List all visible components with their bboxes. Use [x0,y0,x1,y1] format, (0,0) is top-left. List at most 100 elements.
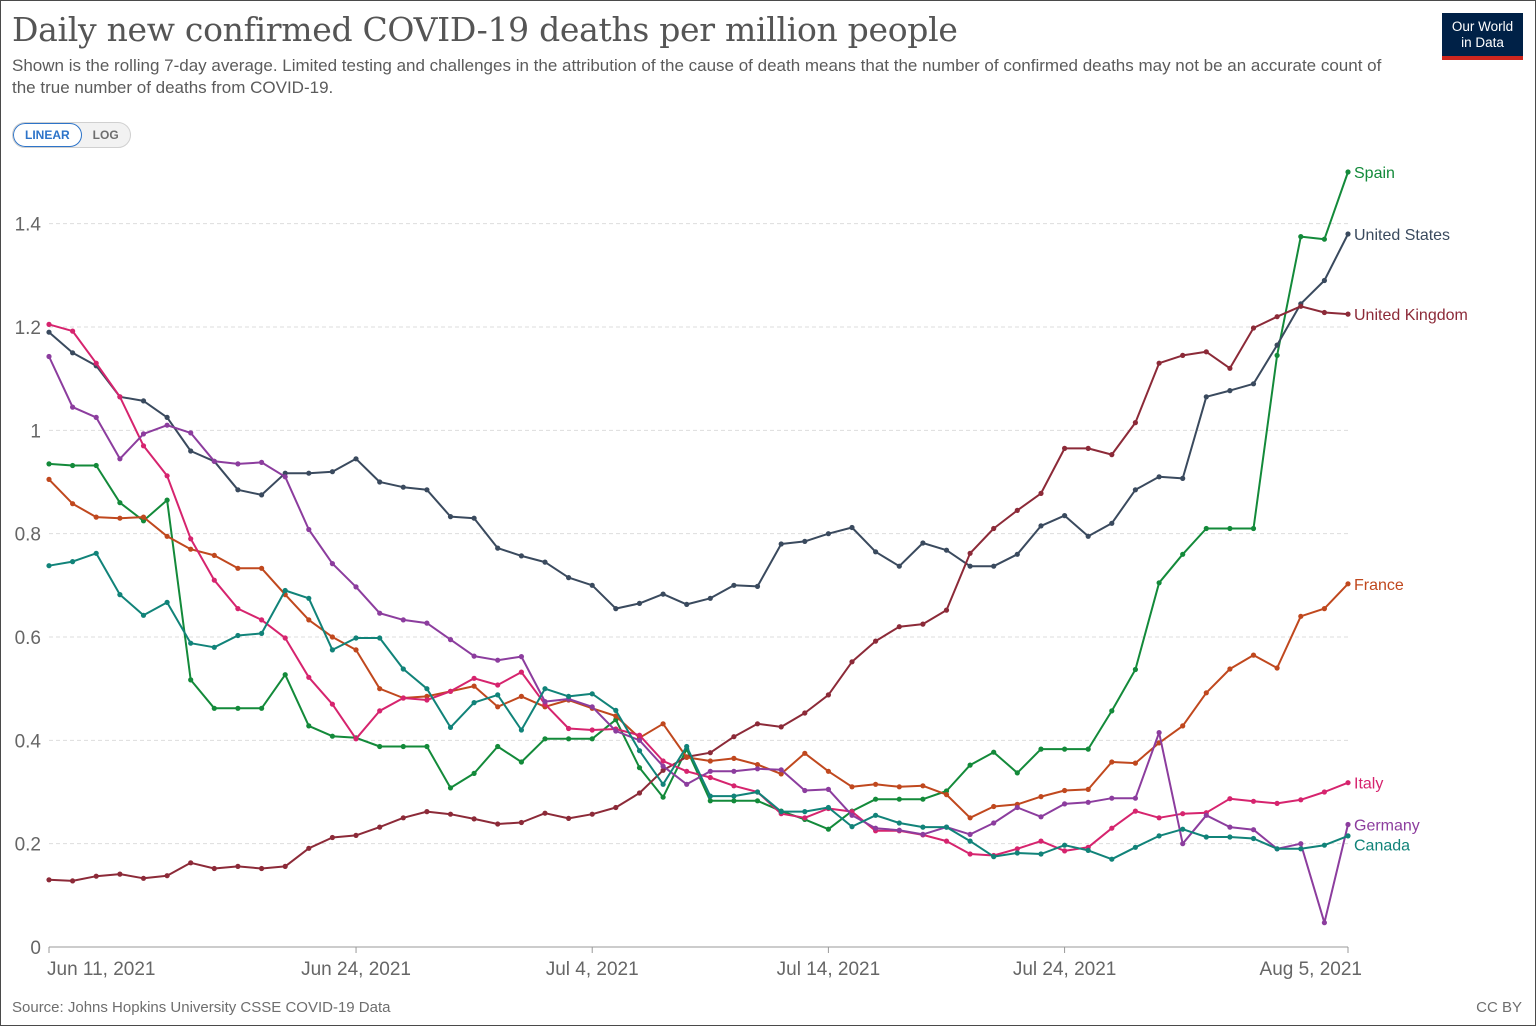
data-point-canada [849,824,855,830]
data-point-italy [802,815,808,821]
x-tick-label: Jul 4, 2021 [546,959,639,980]
data-point-united-states [424,487,430,493]
data-point-canada [825,804,832,811]
data-point-canada [400,666,406,672]
data-point-spain [140,518,147,524]
data-point-france [778,771,784,777]
y-tick-label: 0.6 [15,628,41,649]
data-point-united-states [802,538,808,544]
data-point-france [1109,759,1115,765]
data-point-united-kingdom [1109,452,1115,458]
data-point-italy [731,783,737,789]
data-point-united-kingdom [967,550,973,556]
data-point-canada [495,692,501,698]
data-point-spain [1038,746,1044,752]
data-point-united-kingdom [1038,490,1044,496]
data-point-united-states [873,549,879,555]
data-point-spain [660,794,666,800]
data-point-united-kingdom [802,710,808,716]
data-point-germany [660,763,666,769]
data-point-canada [873,812,879,818]
data-point-canada [589,691,595,697]
data-point-united-kingdom [306,845,312,851]
data-point-united-kingdom [636,790,643,796]
data-point-italy [967,851,973,857]
data-point-canada [1132,844,1138,850]
data-point-united-states [471,515,477,521]
data-point-italy [589,727,595,733]
chart-subtitle: Shown is the rolling 7-day average. Limi… [12,56,1382,97]
data-point-united-kingdom [1062,445,1068,451]
data-point-canada [1298,846,1304,852]
data-point-germany [306,526,312,533]
data-point-canada [1180,826,1186,832]
data-point-france [306,617,312,623]
y-tick-label: 0.8 [15,525,41,546]
data-point-france [46,476,52,482]
data-point-united-kingdom [70,878,76,884]
data-point-germany [1062,801,1068,807]
data-point-germany [353,584,359,590]
data-point-canada [164,599,170,605]
series-spain [46,169,1351,832]
data-point-united-kingdom [1345,311,1351,317]
data-point-united-states [188,448,194,454]
data-point-united-kingdom [140,875,147,881]
data-point-canada [93,550,99,556]
data-point-germany [542,699,548,705]
y-tick-label: 0.2 [15,835,41,856]
data-point-germany [46,353,52,360]
data-point-germany [1227,824,1233,830]
data-point-spain [707,798,713,804]
data-point-united-states [896,563,902,569]
data-point-spain [1250,525,1257,532]
data-point-germany [471,653,477,659]
data-point-canada [377,635,383,641]
data-point-spain [1345,169,1351,175]
data-point-spain [70,462,76,469]
data-point-italy [1132,808,1138,814]
data-point-france [1132,760,1138,766]
data-point-germany [377,610,383,616]
linear-scale-button[interactable]: LINEAR [13,123,82,147]
data-point-united-kingdom [495,821,501,827]
series-line-italy [48,323,1349,857]
data-point-italy [188,536,194,542]
data-point-france [873,781,879,787]
data-point-united-states [1014,551,1020,557]
data-point-canada [943,824,950,830]
data-point-spain [825,826,832,832]
data-point-spain [991,749,997,755]
data-point-spain [93,462,99,469]
data-point-spain [943,788,950,794]
data-point-canada [1345,833,1351,839]
series-line-united-kingdom [48,305,1349,882]
data-point-united-states [920,540,926,546]
data-point-spain [920,796,926,802]
data-point-italy [1156,815,1162,821]
data-point-united-kingdom [46,877,52,883]
data-point-italy [1014,846,1020,852]
data-point-germany [164,422,170,428]
data-point-france [613,713,619,719]
data-point-united-kingdom [188,860,194,866]
data-point-france [707,758,713,764]
data-point-united-kingdom [991,525,997,532]
scale-toggle: LINEAR LOG [12,122,131,148]
data-point-canada [329,647,335,653]
log-scale-button[interactable]: LOG [92,128,119,142]
series-line-germany [48,356,1349,924]
owid-logo[interactable]: Our World in Data [1442,13,1523,60]
series-line-france [48,478,1349,819]
data-point-germany [731,768,737,774]
license-link[interactable]: CC BY [1476,999,1522,1016]
data-point-united-kingdom [235,863,241,870]
data-point-germany [495,657,501,663]
data-point-germany [920,831,926,838]
x-tick-label: Jul 24, 2021 [1013,959,1117,980]
data-point-spain [1321,236,1327,242]
data-point-united-states [1109,520,1115,526]
data-point-spain [1298,234,1304,240]
data-point-canada [1109,856,1115,862]
data-point-italy [471,675,477,681]
